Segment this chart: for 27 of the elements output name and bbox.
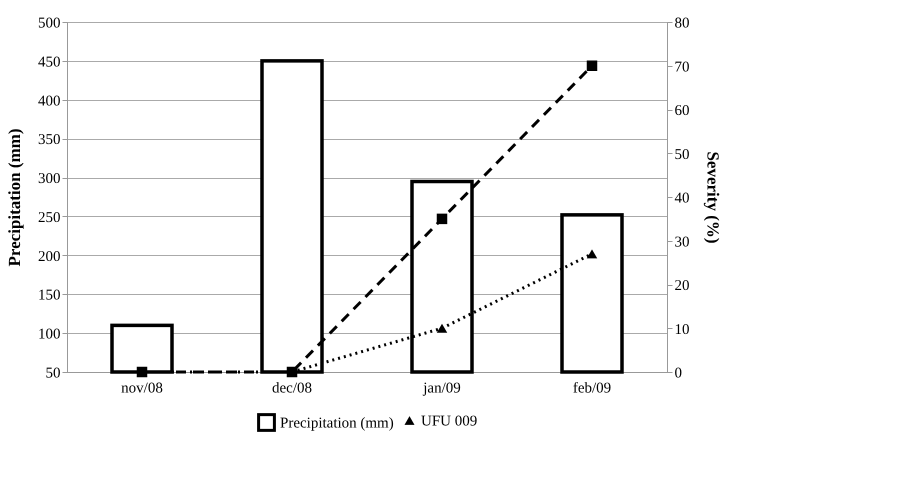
y2-tick-label: 50	[674, 146, 690, 163]
y-tick-label: 50	[46, 366, 60, 382]
x-tick-label: feb/09	[572, 380, 612, 396]
y-tick-label: 400	[38, 93, 60, 110]
y-tick-label: 500	[38, 16, 60, 32]
y-tick-label: 200	[38, 248, 60, 265]
x-tick-label: nov/08	[121, 380, 163, 396]
y-tick-label: 250	[38, 210, 60, 226]
y2-tick-label: 80	[674, 16, 690, 32]
y2-axis-title: Severity (%)	[704, 151, 722, 244]
y2-tick-label: 0	[674, 366, 682, 382]
y2-tick-label: 10	[674, 322, 690, 338]
y2-tick-label: 40	[674, 190, 690, 206]
y2-tick-label: 20	[674, 278, 690, 294]
y-axis-title: Precipitation (mm)	[5, 128, 24, 267]
legend-label: UFU 009	[421, 414, 478, 430]
y-tick-label: 300	[38, 171, 60, 188]
legend-label: Precipitation (mm)	[280, 416, 394, 432]
y2-tick-label: 70	[674, 59, 690, 76]
x-tick-label: jan/09	[422, 380, 461, 396]
y-tick-label: 150	[38, 288, 60, 304]
y2-tick-label: 30	[674, 234, 690, 250]
y2-tick-label: 60	[674, 103, 690, 119]
y-tick-label: 100	[38, 326, 60, 343]
x-tick-label: dec/08	[272, 380, 312, 396]
y-tick-label: 350	[38, 132, 60, 148]
y-tick-label: 450	[38, 54, 60, 70]
